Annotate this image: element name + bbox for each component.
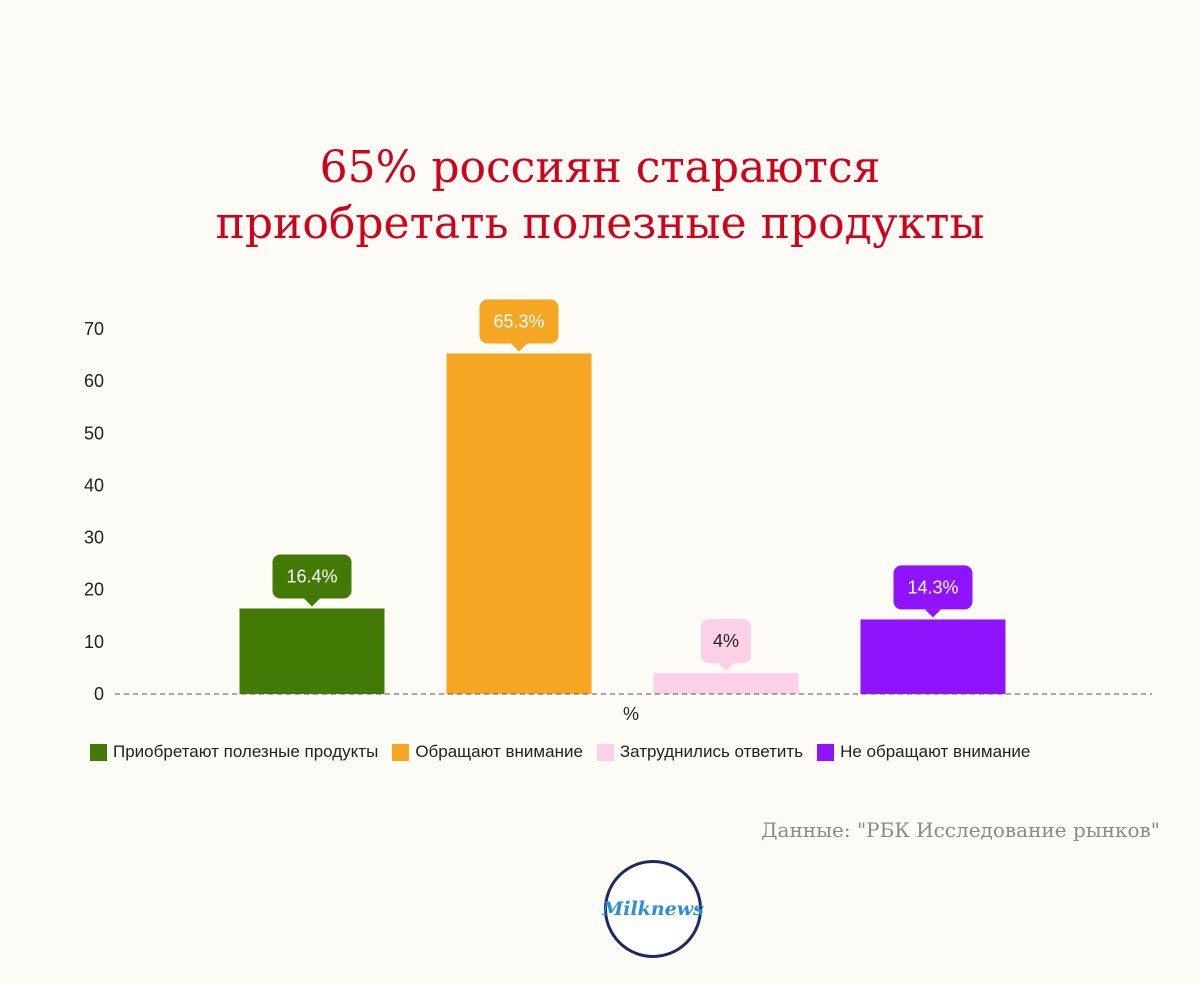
chart-title-line-1: 65% россиян стараются (319, 142, 881, 193)
y-tick-label: 0 (94, 684, 104, 704)
y-tick-label: 30 (84, 528, 104, 548)
data-label-pointer (304, 598, 320, 607)
data-source-caption: Данные: "РБК Исследование рынков" (761, 818, 1160, 842)
data-label: 65.3% (493, 312, 544, 332)
data-label: 16.4% (286, 566, 337, 586)
data-label: 14.3% (907, 577, 958, 597)
legend-label-no-attention: Не обращают внимание (840, 742, 1031, 761)
logo-text: Milknews (602, 898, 704, 920)
legend-item-undecided[interactable]: Затруднились ответить (596, 742, 804, 762)
y-tick-label: 60 (84, 371, 104, 391)
milknews-logo: Milknews (602, 860, 704, 958)
legend-item-no-attention[interactable]: Не обращают внимание (817, 742, 1030, 762)
x-axis-label: % (623, 704, 639, 724)
chart-legend: Приобретают полезные продукты Обращают в… (90, 742, 1030, 762)
data-label-box (893, 565, 973, 610)
bar (446, 353, 592, 694)
data-label-pointer (925, 609, 941, 618)
data-label-box (272, 554, 352, 599)
legend-swatch-buy (90, 743, 107, 761)
bar (239, 608, 385, 694)
y-tick-label: 20 (84, 580, 104, 600)
data-label: 4% (713, 631, 739, 651)
legend-swatch-attention (392, 743, 410, 761)
data-label-pointer (511, 343, 527, 352)
y-tick-label: 40 (84, 475, 104, 495)
y-tick-label: 50 (84, 423, 104, 443)
legend-item-attention[interactable]: Обращают внимание (392, 742, 583, 762)
legend-item-buy[interactable]: Приобретают полезные продукты (90, 742, 378, 762)
data-label-pointer (718, 663, 734, 672)
data-label-box (479, 299, 559, 344)
bar (653, 673, 799, 694)
legend-label-buy: Приобретают полезные продукты (113, 742, 379, 761)
y-tick-label: 70 (84, 319, 104, 339)
data-label-box (701, 619, 751, 664)
legend-swatch-no-attention (817, 743, 835, 761)
legend-label-attention: Обращают внимание (415, 742, 583, 761)
chart-title-line-2: приобретать полезные продукты (215, 198, 985, 249)
legend-swatch-undecided (596, 743, 614, 761)
bar (860, 619, 1006, 694)
y-tick-label: 10 (84, 632, 104, 652)
legend-label-undecided: Затруднились ответить (619, 742, 804, 761)
chart-title: 65% россиян стараются приобретать полезн… (0, 140, 1200, 252)
